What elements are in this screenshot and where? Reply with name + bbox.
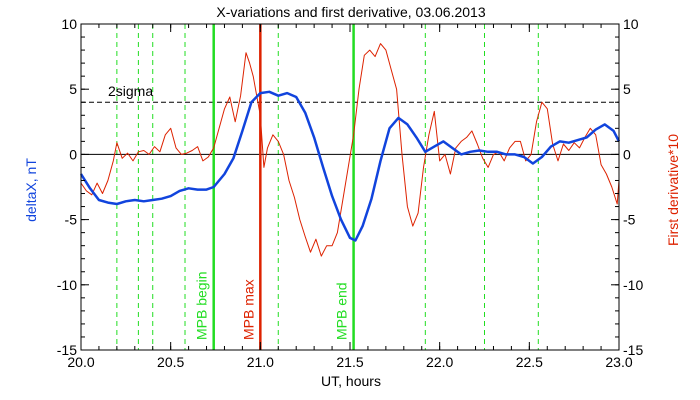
- y-tick-label-left: -5: [65, 212, 78, 228]
- y-tick-label-left: 10: [61, 16, 77, 32]
- y-tick-label-left: -10: [57, 277, 77, 293]
- y-tick-label-right: 10: [623, 16, 639, 32]
- x-tick-label: 20.5: [157, 354, 184, 370]
- x-tick-label: 20.0: [67, 354, 94, 370]
- y-tick-label-right: 5: [623, 81, 631, 97]
- derivative-series-line: [80, 43, 620, 257]
- x-tick-label: 23.0: [605, 354, 632, 370]
- x-axis-label: UT, hours: [321, 373, 381, 389]
- sigma-label: 2sigma: [108, 83, 153, 99]
- y-axis-right-label: First derivative*10: [665, 134, 681, 246]
- marker-label: MPB end: [334, 282, 350, 340]
- chart-title: X-variations and first derivative, 03.06…: [216, 4, 485, 20]
- y-tick-label-right: -15: [623, 342, 643, 358]
- plot-frame: [80, 23, 620, 351]
- marker-label: MPB begin: [194, 272, 210, 340]
- y-tick-label-left: -15: [57, 342, 77, 358]
- y-tick-label-right: -5: [623, 212, 636, 228]
- y-tick-label-left: 0: [69, 146, 77, 162]
- deltax-series-line: [79, 90, 621, 242]
- y-tick-label-right: -10: [623, 277, 643, 293]
- data-series: [79, 43, 621, 257]
- y-tick-label-left: 5: [69, 81, 77, 97]
- x-tick-label: 21.5: [336, 354, 363, 370]
- marker-label: MPB max: [240, 279, 256, 340]
- chart-text: X-variations and first derivative, 03.06…: [23, 4, 681, 389]
- y-tick-label-right: 0: [623, 146, 631, 162]
- y-axis-left-label: deltaX, nT: [23, 158, 39, 222]
- x-tick-label: 21.0: [247, 354, 274, 370]
- x-tick-label: 22.0: [426, 354, 453, 370]
- x-tick-label: 22.5: [516, 354, 543, 370]
